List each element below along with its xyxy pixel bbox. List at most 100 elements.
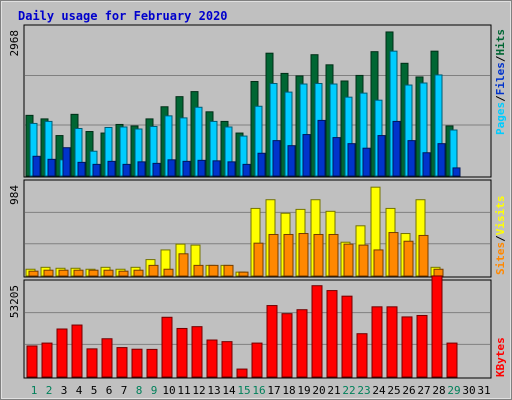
sites-bar-day-15 — [238, 271, 249, 277]
pages-bar-day-4 — [77, 161, 86, 177]
day-label-21: 21 — [327, 384, 340, 397]
day-label-3: 3 — [61, 384, 68, 397]
pages-bar-day-1 — [32, 155, 41, 177]
pages-bar-day-5 — [92, 163, 101, 177]
sites-bar-day-17 — [268, 233, 279, 277]
day-label-16: 16 — [252, 384, 265, 397]
sites-bar-day-16 — [253, 242, 264, 277]
kbytes-bar-day-28 — [431, 275, 443, 378]
day-label-25: 25 — [387, 384, 400, 397]
kbytes-bar-day-11 — [176, 327, 188, 378]
sites-bar-day-27 — [418, 234, 429, 277]
top-panel-max-label: 2968 — [8, 30, 21, 57]
day-label-9: 9 — [151, 384, 158, 397]
sites-bar-day-19 — [298, 233, 309, 277]
sites-bar-day-13 — [208, 264, 219, 277]
pages-bar-day-28 — [437, 143, 446, 177]
kbytes-bar-day-14 — [221, 341, 233, 378]
middle-panel-max-label: 984 — [8, 185, 21, 205]
day-label-29: 29 — [447, 384, 460, 397]
day-label-28: 28 — [432, 384, 445, 397]
pages-bar-day-24 — [377, 135, 386, 177]
kbytes-bar-day-6 — [101, 338, 113, 378]
kbytes-bar-day-13 — [206, 339, 218, 378]
day-label-18: 18 — [282, 384, 295, 397]
day-label-14: 14 — [222, 384, 236, 397]
sites-bar-day-28 — [433, 268, 444, 277]
pages-bar-day-26 — [407, 140, 416, 177]
sites-bar-day-23 — [358, 244, 369, 277]
kbytes-bar-day-23 — [356, 333, 368, 378]
pages-bar-day-25 — [392, 120, 401, 177]
day-label-27: 27 — [417, 384, 430, 397]
kbytes-bar-day-18 — [281, 313, 293, 378]
sites-bar-day-8 — [133, 269, 144, 277]
legend-label: Sites — [494, 242, 507, 275]
sites-bar-day-22 — [343, 243, 354, 277]
bottom-panel-bars — [26, 275, 458, 378]
pages-bar-day-17 — [272, 140, 281, 177]
day-label-17: 17 — [267, 384, 280, 397]
x-axis-day-labels: 1 2 3 4 5 6 7 8 9 10 11 12 13 14 15 16 17 18 19 20 21 22 23 24 2… — [31, 384, 491, 397]
pages-bar-day-23 — [362, 147, 371, 177]
middle-panel-legend: Sites/Visits — [494, 196, 507, 276]
day-label-2: 2 — [46, 384, 53, 397]
day-label-26: 26 — [402, 384, 415, 397]
sites-bar-day-6 — [103, 269, 114, 277]
sites-bar-day-10 — [163, 268, 174, 277]
sites-bar-day-11 — [178, 253, 189, 277]
legend-label: Hits — [494, 29, 507, 56]
chart-title: Daily usage for February 2020 — [18, 9, 228, 23]
legend-label: / — [494, 95, 507, 102]
pages-bar-day-19 — [302, 134, 311, 177]
top-panel-legend: Pages/Files/Hits — [494, 29, 507, 135]
legend-label: KBytes — [494, 337, 507, 377]
legend-label: Files — [494, 62, 507, 95]
pages-bar-day-9 — [152, 162, 161, 177]
sites-bar-day-4 — [73, 269, 84, 277]
kbytes-bar-day-9 — [146, 348, 158, 378]
legend-label: / — [494, 55, 507, 62]
kbytes-bar-day-19 — [296, 309, 308, 378]
day-label-15: 15 — [237, 384, 250, 397]
pages-bar-day-8 — [137, 161, 146, 177]
sites-bar-day-5 — [88, 269, 99, 277]
legend-label: / — [494, 235, 507, 242]
pages-bar-day-10 — [167, 159, 176, 177]
pages-bar-day-18 — [287, 145, 296, 177]
day-label-24: 24 — [372, 384, 386, 397]
kbytes-bar-day-12 — [191, 326, 203, 378]
pages-bar-day-3 — [62, 147, 71, 177]
sites-bar-day-25 — [388, 232, 399, 277]
pages-bar-day-11 — [182, 160, 191, 177]
day-label-12: 12 — [192, 384, 205, 397]
kbytes-bar-day-8 — [131, 348, 143, 378]
day-label-8: 8 — [136, 384, 143, 397]
day-label-11: 11 — [177, 384, 190, 397]
day-label-22: 22 — [342, 384, 355, 397]
pages-bar-day-14 — [227, 161, 236, 177]
day-label-19: 19 — [297, 384, 310, 397]
pages-bar-day-15 — [242, 163, 251, 177]
kbytes-bar-day-26 — [401, 316, 413, 378]
sites-bar-day-1 — [28, 270, 39, 277]
kbytes-bar-day-16 — [251, 342, 263, 378]
sites-bar-day-9 — [148, 264, 159, 277]
sites-bar-day-26 — [403, 240, 414, 277]
legend-label: Pages — [494, 102, 507, 135]
sites-bar-day-12 — [193, 264, 204, 277]
day-label-31: 31 — [477, 384, 490, 397]
kbytes-bar-day-7 — [116, 347, 128, 378]
kbytes-bar-day-20 — [311, 285, 323, 378]
day-label-13: 13 — [207, 384, 220, 397]
top-panel-bars — [25, 31, 461, 177]
pages-bar-day-6 — [107, 160, 116, 177]
kbytes-bar-day-24 — [371, 306, 383, 378]
bottom-panel-max-label: 53205 — [8, 285, 21, 318]
pages-bar-day-7 — [122, 163, 131, 177]
kbytes-bar-day-3 — [56, 328, 68, 378]
day-label-5: 5 — [91, 384, 98, 397]
kbytes-bar-day-25 — [386, 306, 398, 378]
kbytes-bar-day-1 — [26, 345, 38, 378]
